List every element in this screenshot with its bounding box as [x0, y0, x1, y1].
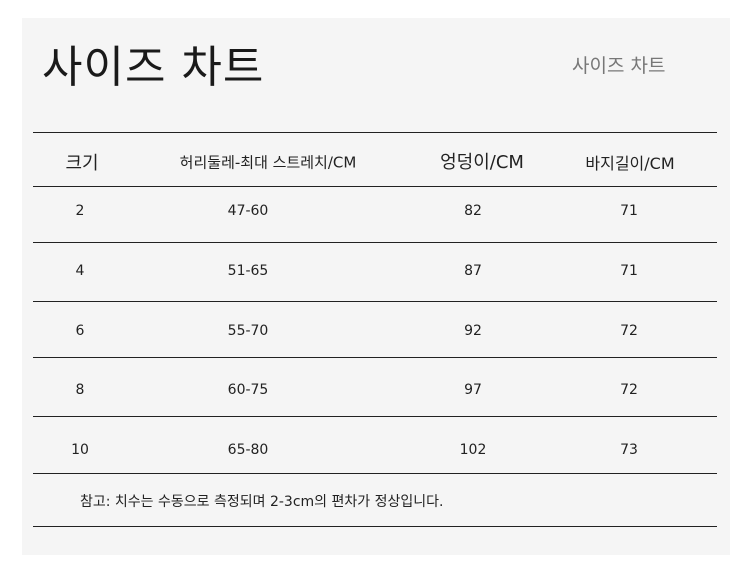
hip-cell: 82 — [464, 203, 482, 219]
size-cell: 6 — [75, 323, 85, 339]
size-cell: 2 — [75, 203, 85, 219]
header-hip: 엉덩이/CM — [440, 152, 524, 173]
header-waist: 허리둘레-최대 스트레치/CM — [179, 153, 357, 172]
page-subtitle: 사이즈 차트 — [572, 55, 666, 77]
length-cell: 72 — [620, 323, 638, 339]
hip-cell: 97 — [464, 382, 482, 398]
divider — [33, 242, 717, 243]
hip-cell: 102 — [459, 442, 487, 458]
divider — [33, 357, 717, 358]
waist-cell: 51-65 — [227, 263, 269, 279]
size-cell: 8 — [75, 382, 85, 398]
length-cell: 71 — [620, 203, 638, 219]
divider — [33, 416, 717, 417]
header-size: 크기 — [65, 153, 99, 174]
divider — [33, 186, 717, 187]
page-title: 사이즈 차트 — [42, 42, 265, 93]
divider — [33, 526, 717, 527]
header-length: 바지길이/CM — [585, 154, 675, 173]
divider — [33, 473, 717, 474]
hip-cell: 92 — [464, 323, 482, 339]
waist-cell: 47-60 — [227, 203, 269, 219]
length-cell: 73 — [620, 442, 638, 458]
length-cell: 71 — [620, 263, 638, 279]
length-cell: 72 — [620, 382, 638, 398]
divider — [33, 132, 717, 133]
measurement-note: 참고: 치수는 수동으로 측정되며 2-3cm의 편차가 정상입니다. — [80, 494, 444, 510]
divider — [33, 301, 717, 302]
size-cell: 10 — [71, 442, 89, 458]
hip-cell: 87 — [464, 263, 482, 279]
waist-cell: 60-75 — [227, 382, 269, 398]
waist-cell: 55-70 — [227, 323, 269, 339]
size-chart-panel — [22, 18, 730, 555]
waist-cell: 65-80 — [227, 442, 269, 458]
size-cell: 4 — [75, 263, 85, 279]
